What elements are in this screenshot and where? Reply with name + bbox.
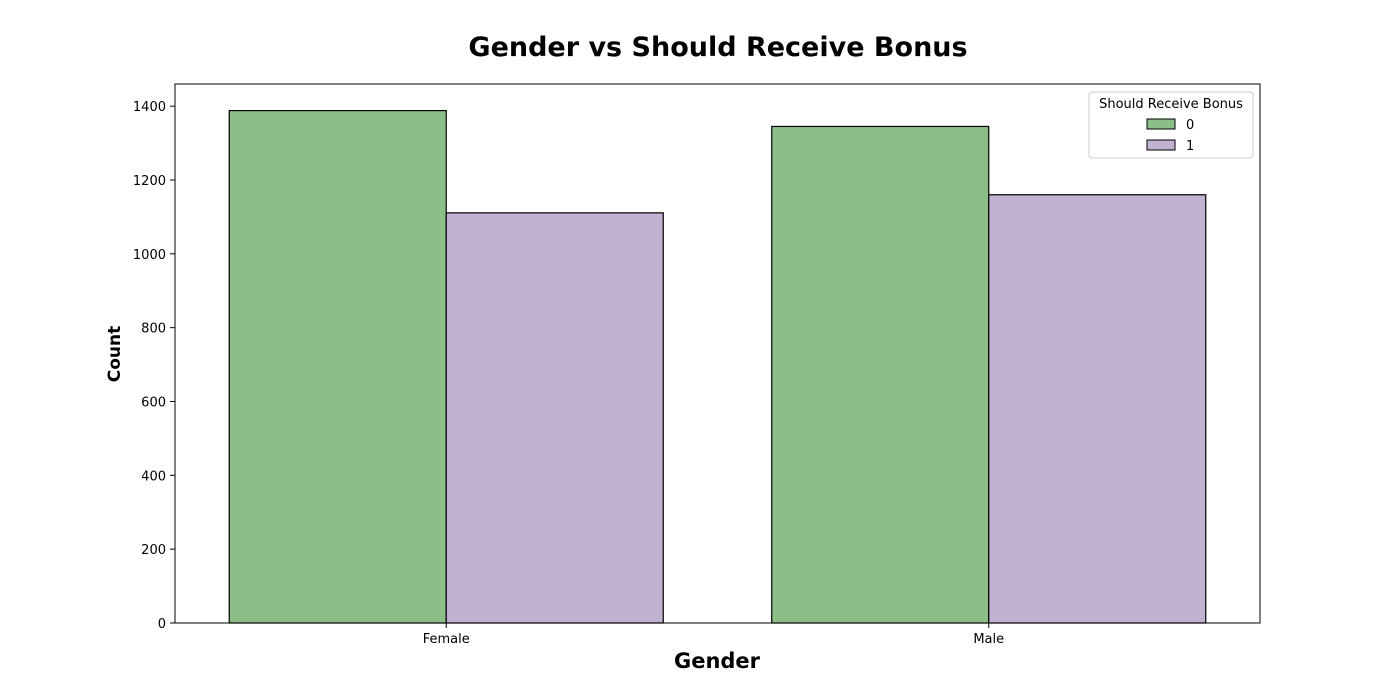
axes-layer: 0 200 400 600 800 1000 1200 1400 Female Male bbox=[133, 83, 1261, 647]
bars-layer bbox=[228, 109, 1207, 624]
chart-title: Gender vs Should Receive Bonus bbox=[468, 32, 967, 63]
legend: Should Receive Bonus 0 1 bbox=[1088, 91, 1254, 159]
y-tick-label: 1400 bbox=[133, 100, 166, 115]
x-axis-label: Gender bbox=[674, 649, 761, 673]
bar-male-series-0 bbox=[771, 125, 990, 624]
legend-label-series-1: 1 bbox=[1186, 139, 1194, 154]
y-tick-label: 1200 bbox=[133, 174, 166, 189]
y-tick-label: 600 bbox=[141, 395, 166, 410]
y-tick-label: 400 bbox=[141, 469, 166, 484]
x-tick-label: Female bbox=[423, 632, 470, 647]
y-tick-label: 1000 bbox=[133, 248, 166, 263]
y-axis-label: Count bbox=[105, 326, 125, 383]
y-tick-label: 200 bbox=[141, 543, 166, 558]
bar-female-series-1 bbox=[445, 212, 664, 624]
legend-label-series-0: 0 bbox=[1186, 118, 1194, 133]
legend-title: Should Receive Bonus bbox=[1099, 97, 1243, 112]
y-tick-label: 0 bbox=[158, 617, 166, 632]
bar-male-series-1 bbox=[988, 194, 1207, 624]
bar-female-series-0 bbox=[228, 109, 447, 624]
x-tick-label: Male bbox=[973, 632, 1004, 647]
y-tick-label: 800 bbox=[141, 322, 166, 337]
legend-swatch-series-1 bbox=[1146, 139, 1176, 151]
plot-frame bbox=[174, 83, 1261, 624]
legend-swatch-series-0 bbox=[1146, 118, 1176, 130]
